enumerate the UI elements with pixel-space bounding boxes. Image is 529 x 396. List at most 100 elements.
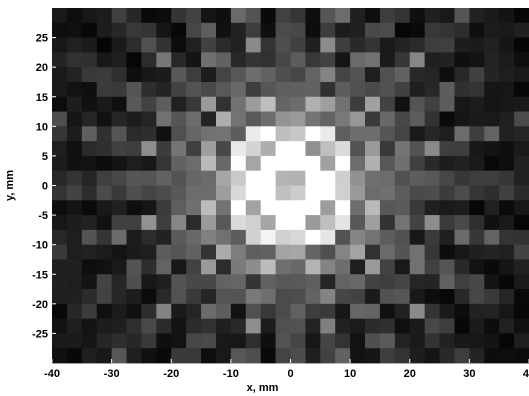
x-tick-label: -40	[44, 368, 60, 380]
heatmap-cell	[320, 318, 336, 334]
heatmap-cell	[260, 22, 276, 38]
heatmap-cell	[230, 274, 247, 290]
heatmap-cell	[215, 185, 232, 201]
heatmap-cell	[215, 155, 232, 172]
heatmap-cell	[215, 22, 232, 38]
heatmap-cell	[96, 259, 113, 275]
heatmap-cell	[201, 8, 217, 24]
heatmap-cell	[111, 37, 127, 53]
heatmap-cell	[305, 111, 321, 127]
heatmap-cell	[350, 318, 366, 334]
heatmap-cell	[66, 215, 83, 231]
heatmap-cell	[66, 333, 83, 349]
heatmap-cell	[424, 244, 440, 260]
heatmap-cell	[469, 170, 485, 186]
heatmap-cell	[350, 289, 366, 305]
heatmap-cell	[454, 303, 470, 320]
heatmap-cell	[514, 303, 529, 320]
heatmap-cell	[230, 289, 247, 305]
heatmap-cell	[215, 348, 232, 364]
heatmap-cell	[81, 289, 98, 305]
heatmap-cell	[469, 96, 485, 112]
heatmap-cell	[365, 141, 381, 157]
heatmap-cell	[156, 8, 172, 24]
heatmap-cell	[96, 8, 113, 24]
heatmap-cell	[275, 67, 291, 83]
heatmap-cell	[171, 289, 187, 305]
heatmap-cell	[156, 155, 172, 172]
heatmap-cell	[424, 318, 440, 334]
heatmap-cell	[409, 303, 426, 320]
heatmap-cell	[52, 200, 68, 216]
heatmap-cell	[52, 259, 68, 275]
heatmap-cell	[111, 318, 127, 334]
x-axis: -40 -30 -20 -10 0 10 20 30 40	[44, 359, 529, 380]
heatmap-cell	[52, 289, 68, 305]
heatmap-cell	[81, 155, 98, 172]
heatmap-cell	[365, 318, 381, 334]
heatmap-cell	[81, 274, 98, 290]
heatmap-cell	[514, 259, 529, 275]
heatmap-cell	[201, 37, 217, 53]
heatmap-cell	[335, 67, 351, 83]
heatmap-cell	[245, 229, 262, 246]
heatmap-cell	[201, 67, 217, 83]
heatmap-cell	[514, 155, 529, 172]
heatmap-cell	[156, 22, 172, 38]
heatmap-cell	[379, 259, 396, 275]
heatmap-cell	[111, 126, 127, 142]
heatmap-cell	[484, 126, 500, 142]
heatmap-cell	[320, 111, 336, 127]
heatmap-cell	[320, 8, 336, 24]
heatmap-cell	[409, 229, 426, 246]
heatmap-cell	[350, 22, 366, 38]
heatmap-cell	[409, 81, 426, 98]
heatmap-cell	[469, 200, 485, 216]
heatmap-cell	[245, 96, 262, 112]
heatmap-cell	[499, 274, 515, 290]
heatmap-cell	[439, 81, 455, 98]
heatmap-cell	[290, 155, 306, 172]
heatmap-cell	[379, 37, 396, 53]
heatmap-cell	[141, 333, 157, 349]
heatmap-cell	[514, 200, 529, 216]
heatmap-cell	[379, 111, 396, 127]
heatmap-cell	[409, 126, 426, 142]
heatmap-cell	[484, 185, 500, 201]
heatmap-cell	[335, 37, 351, 53]
heatmap-cell	[141, 67, 157, 83]
heatmap-cell	[275, 37, 291, 53]
heatmap-cell	[215, 318, 232, 334]
heatmap-cell	[320, 22, 336, 38]
heatmap-cell	[365, 22, 381, 38]
heatmap-cell	[96, 37, 113, 53]
heatmap-cell	[186, 185, 202, 201]
heatmap-cell	[52, 170, 68, 186]
heatmap-cell	[350, 200, 366, 216]
heatmap-cell	[424, 170, 440, 186]
heatmap-cell	[156, 200, 172, 216]
heatmap-cell	[499, 22, 515, 38]
heatmap-cell	[156, 141, 172, 157]
heatmap-cell	[275, 333, 291, 349]
y-tick-label: -5	[38, 210, 48, 222]
heatmap-cell	[290, 81, 306, 98]
heatmap-cell	[156, 37, 172, 53]
heatmap-cell	[186, 170, 202, 186]
heatmap-cell	[454, 67, 470, 83]
heatmap-cell	[141, 215, 157, 231]
heatmap-cell	[171, 155, 187, 172]
heatmap-cell	[454, 229, 470, 246]
heatmap-cell	[215, 170, 232, 186]
heatmap-cell	[275, 170, 291, 186]
heatmap-cell	[275, 111, 291, 127]
heatmap-cell	[499, 170, 515, 186]
heatmap-cell	[499, 200, 515, 216]
heatmap-cell	[230, 126, 247, 142]
heatmap-cell	[290, 289, 306, 305]
heatmap-cell	[171, 22, 187, 38]
heatmap-cell	[499, 289, 515, 305]
heatmap-cell	[245, 259, 262, 275]
heatmap-cell	[111, 52, 127, 68]
heatmap-cell	[484, 170, 500, 186]
